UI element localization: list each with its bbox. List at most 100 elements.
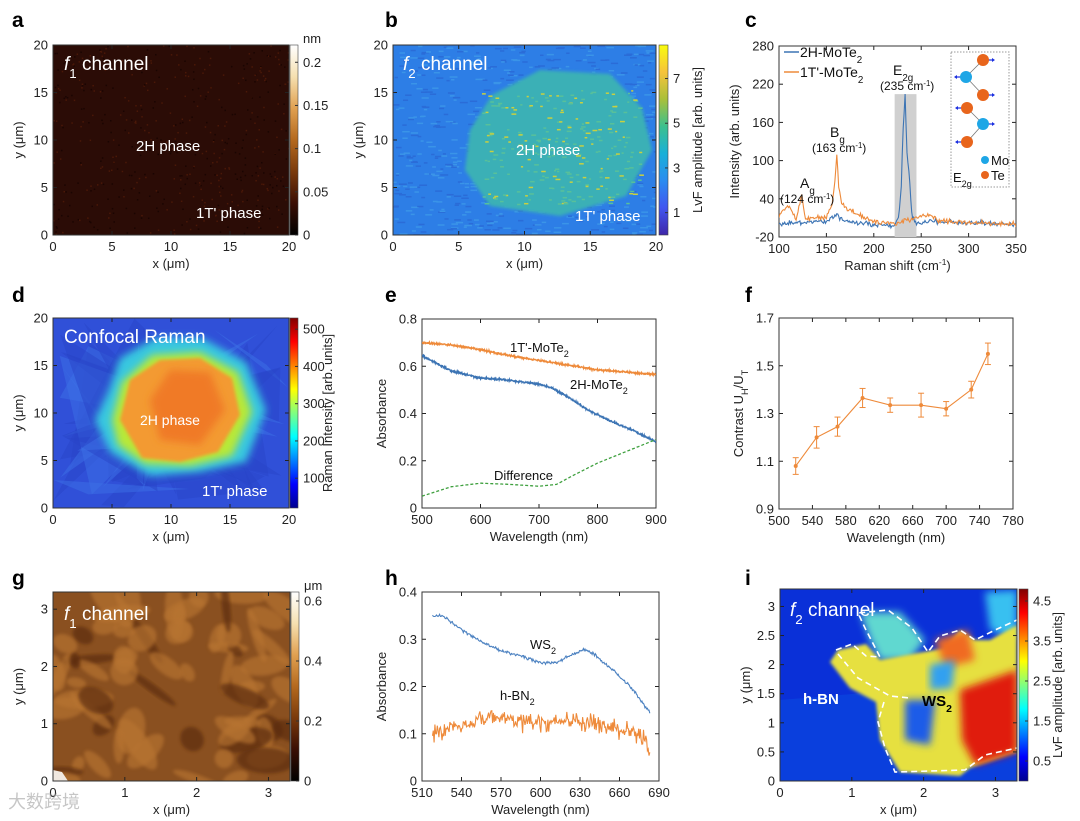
speckle bbox=[284, 83, 287, 85]
y-tick-label: 0.4 bbox=[399, 585, 417, 600]
speckle bbox=[552, 187, 555, 190]
speckle bbox=[89, 55, 92, 57]
noise bbox=[393, 104, 400, 106]
speckle bbox=[55, 120, 58, 122]
heatmap-image bbox=[53, 592, 290, 781]
speckle bbox=[124, 96, 126, 99]
speckle bbox=[285, 158, 288, 160]
speckle bbox=[549, 149, 555, 151]
speckle bbox=[81, 83, 84, 86]
y-axis-label: y (μm) bbox=[11, 394, 26, 431]
speckle bbox=[84, 83, 87, 85]
y-tick-label: 0 bbox=[768, 774, 775, 789]
y-axis-label: Intensity (arb. units) bbox=[727, 84, 742, 198]
speckle bbox=[213, 152, 215, 155]
panel-f: f 500 540 580 620 660 700 740 780 0.9 1.1 1.3 1.5 1.7… bbox=[731, 284, 1024, 545]
axes-box bbox=[52, 591, 291, 782]
noise bbox=[394, 192, 403, 195]
series-line bbox=[422, 353, 656, 444]
noise bbox=[439, 210, 446, 213]
speckle bbox=[549, 187, 553, 189]
speckle bbox=[527, 170, 530, 172]
noise bbox=[413, 116, 417, 118]
speckle bbox=[556, 128, 561, 131]
noise bbox=[500, 77, 505, 80]
speckle bbox=[163, 198, 165, 201]
x-tick-label: 540 bbox=[451, 785, 473, 800]
speckle bbox=[112, 87, 114, 89]
noise bbox=[641, 211, 649, 213]
y-tick-label: 15 bbox=[34, 358, 48, 373]
speckle bbox=[633, 116, 638, 118]
x-tick-label: 600 bbox=[530, 785, 552, 800]
noise bbox=[415, 226, 422, 228]
speckle bbox=[565, 137, 569, 140]
speckle bbox=[501, 107, 506, 109]
noise bbox=[566, 52, 570, 55]
grain bbox=[113, 728, 125, 764]
speckle bbox=[189, 173, 191, 175]
speckle bbox=[152, 107, 155, 109]
speckle bbox=[111, 183, 114, 185]
speckle bbox=[616, 193, 620, 196]
speckle bbox=[527, 158, 531, 161]
noise bbox=[417, 205, 424, 208]
noise bbox=[587, 61, 596, 64]
noise bbox=[640, 215, 648, 217]
speckle bbox=[237, 204, 239, 207]
noise bbox=[473, 219, 479, 221]
data-point bbox=[793, 464, 798, 469]
noise bbox=[465, 211, 470, 213]
speckle bbox=[274, 56, 277, 58]
speckle bbox=[181, 118, 184, 121]
speckle bbox=[611, 93, 616, 96]
noise bbox=[518, 74, 524, 76]
noise bbox=[639, 230, 646, 233]
noise bbox=[646, 225, 652, 228]
y-tick-label: 2 bbox=[768, 657, 775, 672]
speckle bbox=[543, 127, 547, 129]
grain bbox=[90, 592, 134, 627]
x-tick-label: 100 bbox=[768, 241, 790, 256]
speckle bbox=[173, 229, 175, 231]
y-tick-label: 0.8 bbox=[399, 312, 417, 327]
speckle bbox=[499, 159, 503, 162]
y-tick-label: 160 bbox=[752, 115, 774, 130]
mo-legend-dot bbox=[981, 156, 989, 164]
speckle bbox=[187, 75, 190, 78]
map-annotation: WS2 bbox=[922, 693, 952, 715]
grain bbox=[240, 654, 289, 676]
speckle bbox=[77, 182, 79, 184]
speckle bbox=[133, 187, 135, 190]
speckle bbox=[610, 196, 616, 199]
grain bbox=[224, 716, 261, 728]
speckle bbox=[143, 85, 145, 87]
speckle bbox=[255, 172, 257, 174]
speckle bbox=[61, 124, 63, 127]
noise bbox=[453, 99, 457, 101]
speckle bbox=[639, 174, 644, 176]
speckle bbox=[100, 51, 103, 53]
speckle bbox=[139, 154, 142, 157]
speckle bbox=[542, 175, 545, 178]
noise bbox=[637, 53, 645, 56]
speckle bbox=[138, 192, 141, 194]
noise bbox=[510, 49, 516, 51]
speckle bbox=[53, 162, 55, 164]
speckle bbox=[79, 140, 82, 142]
y-tick-label: 0 bbox=[41, 228, 48, 243]
speckle bbox=[537, 140, 541, 143]
speckle bbox=[64, 184, 66, 186]
speckle bbox=[222, 74, 225, 76]
noise bbox=[417, 153, 422, 155]
noise bbox=[470, 189, 478, 192]
noise bbox=[447, 164, 454, 167]
noise bbox=[394, 185, 401, 187]
noise bbox=[521, 50, 526, 53]
speckle bbox=[561, 202, 566, 205]
speckle bbox=[58, 208, 60, 211]
speckle bbox=[178, 64, 180, 66]
speckle bbox=[254, 147, 256, 149]
mo-atom bbox=[960, 71, 972, 83]
noise bbox=[529, 66, 533, 69]
